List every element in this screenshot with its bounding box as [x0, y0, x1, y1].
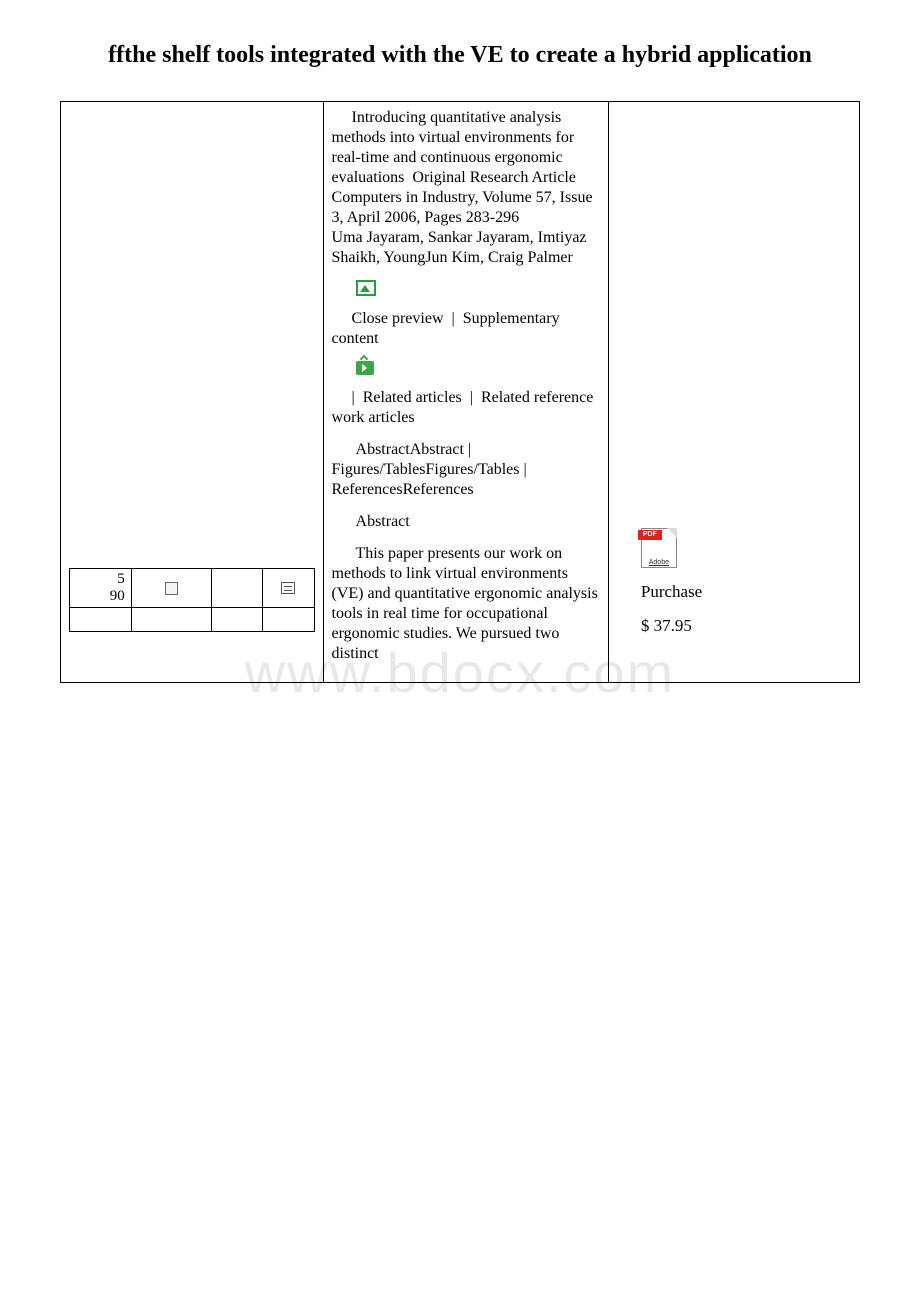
num-a: 5 [117, 571, 125, 587]
inner-cell-a: 5 90 [70, 569, 132, 608]
inner-cell-checkbox [131, 569, 212, 608]
list-icon[interactable] [281, 582, 295, 594]
inner-r2c4 [263, 608, 314, 632]
page-title: ffthe shelf tools integrated with the VE… [60, 40, 860, 71]
main-table: 5 90 [60, 101, 860, 683]
inner-cell-listicon [263, 569, 314, 608]
image-preview-icon[interactable] [356, 280, 376, 296]
journal-ref: Computers in Industry, Volume 57, Issue … [332, 189, 593, 226]
abstract-body: This paper presents our work on methods … [332, 544, 600, 664]
purchase-link[interactable]: Purchase [641, 582, 851, 602]
pdf-adobe-label: Adobe [641, 559, 677, 566]
tabs-row[interactable]: AbstractAbstract | Figures/TablesFigures… [332, 440, 600, 500]
video-icon[interactable] [356, 361, 374, 375]
authors: Uma Jayaram, Sankar Jayaram, Imtiyaz Sha… [332, 229, 587, 266]
preview-links: Close preview | Supplementary content [332, 309, 600, 349]
inner-cell-blank1 [212, 569, 263, 608]
pdf-band: PDF [638, 530, 662, 540]
price-text: $ 37.95 [641, 616, 851, 636]
abstract-heading: Abstract [332, 512, 600, 532]
related-articles-link[interactable]: Related articles [363, 389, 462, 406]
checkbox-icon[interactable] [165, 582, 178, 595]
inner-r2c3 [212, 608, 263, 632]
related-links: | Related articles | Related reference w… [332, 388, 600, 428]
article-meta: Introducing quantitative analysis method… [332, 108, 600, 268]
close-preview-link[interactable]: Close preview [352, 310, 444, 327]
left-cell: 5 90 [61, 102, 324, 683]
pdf-fold-shape [667, 528, 677, 538]
middle-cell: Introducing quantitative analysis method… [323, 102, 608, 683]
inner-r2c2 [131, 608, 212, 632]
article-type: Original Research Article [412, 169, 576, 186]
pdf-icon[interactable]: PDF Adobe [641, 528, 677, 568]
num-b: 90 [110, 588, 125, 604]
right-cell: PDF Adobe Purchase $ 37.95 [608, 102, 859, 683]
inner-table: 5 90 [69, 568, 315, 632]
inner-r2c1 [70, 608, 132, 632]
